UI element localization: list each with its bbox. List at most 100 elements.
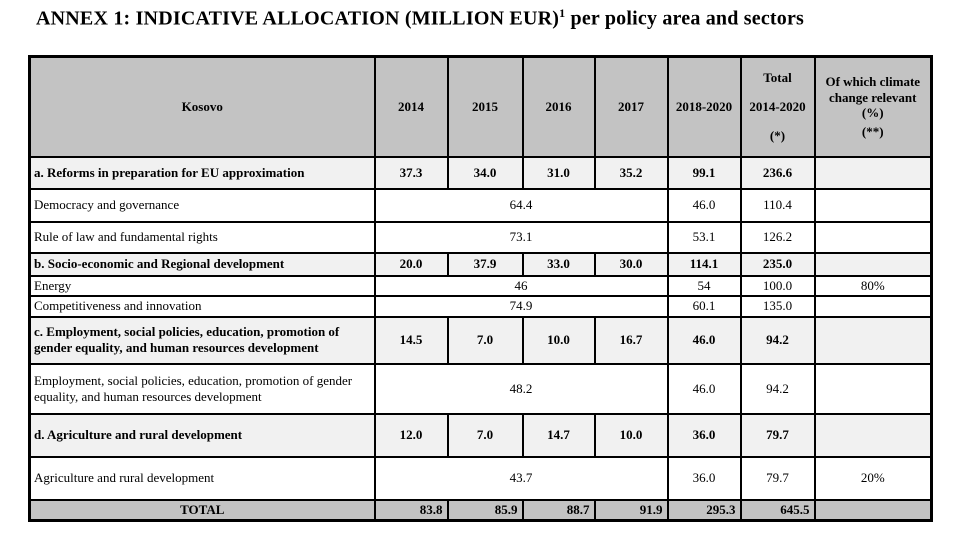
table-row-rule-of-law: Rule of law and fundamental rights 73.1 …	[28, 220, 933, 254]
cell-2014: 14.5	[373, 315, 449, 365]
cell-2015: 85.9	[446, 498, 524, 521]
cell-2014: 37.3	[373, 155, 449, 190]
header-climate-label: Of which climate change relevant (%)	[825, 74, 921, 121]
cell-climate	[813, 187, 933, 223]
cell-climate: 20%	[813, 455, 933, 501]
row-label: c. Employment, social policies, educatio…	[28, 315, 376, 365]
footnote-marker: 1	[559, 6, 566, 20]
cell-2015: 7.0	[446, 412, 524, 458]
table-row-section-d: d. Agriculture and rural development 12.…	[28, 412, 933, 458]
table-row-employment: Employment, social policies, education, …	[28, 362, 933, 415]
cell-total: 645.5	[739, 498, 816, 521]
cell-2017: 91.9	[593, 498, 669, 521]
cell-2016: 10.0	[521, 315, 596, 365]
cell-climate	[813, 220, 933, 254]
cell-climate	[813, 294, 933, 318]
cell-2018-2020: 46.0	[666, 315, 742, 365]
header-year-2015: 2015	[446, 55, 524, 158]
header-climate: Of which climate change relevant (%) (**…	[813, 55, 933, 158]
row-label: a. Reforms in preparation for EU approxi…	[28, 155, 376, 190]
cell-2014-2017-merged: 43.7	[373, 455, 669, 501]
header-year-2018-2020: 2018-2020	[666, 55, 742, 158]
cell-2015: 7.0	[446, 315, 524, 365]
row-label: Rule of law and fundamental rights	[28, 220, 376, 254]
page-title-main: ANNEX 1: INDICATIVE ALLOCATION (MILLION …	[36, 7, 560, 30]
cell-climate	[813, 412, 933, 458]
cell-climate: 80%	[813, 274, 933, 297]
cell-climate	[813, 155, 933, 190]
cell-2018-2020: 114.1	[666, 251, 742, 277]
header-total-period: 2014-2020	[749, 98, 806, 114]
header-total-label: Total	[763, 70, 792, 86]
row-label: Competitiveness and innovation	[28, 294, 376, 318]
table-row-section-b: b. Socio-economic and Regional developme…	[28, 251, 933, 277]
page-title-suffix: per policy area and sectors	[565, 7, 805, 30]
cell-2016: 14.7	[521, 412, 596, 458]
table-row-agriculture: Agriculture and rural development 43.7 3…	[28, 455, 933, 501]
cell-total: 94.2	[739, 315, 816, 365]
cell-2015: 37.9	[446, 251, 524, 277]
header-year-2016: 2016	[521, 55, 596, 158]
header-year-2017: 2017	[593, 55, 669, 158]
row-label: Agriculture and rural development	[28, 455, 376, 501]
cell-2017: 35.2	[593, 155, 669, 190]
cell-2017: 16.7	[593, 315, 669, 365]
row-label: b. Socio-economic and Regional developme…	[28, 251, 376, 277]
cell-2014-2017-merged: 46	[373, 274, 669, 297]
cell-total: 79.7	[739, 455, 816, 501]
cell-total: 100.0	[739, 274, 816, 297]
cell-total: 135.0	[739, 294, 816, 318]
cell-2018-2020: 36.0	[666, 455, 742, 501]
cell-2016: 88.7	[521, 498, 596, 521]
table-header-row: Kosovo 2014 2015 2016 2017 2018-2020 Tot…	[28, 55, 933, 158]
cell-2014-2017-merged: 48.2	[373, 362, 669, 415]
cell-2014: 20.0	[373, 251, 449, 277]
table-row-grand-total: TOTAL 83.8 85.9 88.7 91.9 295.3 645.5	[28, 498, 933, 521]
cell-2014-2017-merged: 73.1	[373, 220, 669, 254]
table-row-energy: Energy 46 54 100.0 80%	[28, 274, 933, 297]
allocation-table: Kosovo 2014 2015 2016 2017 2018-2020 Tot…	[28, 55, 933, 522]
cell-2014: 83.8	[373, 498, 449, 521]
table-row-competitiveness: Competitiveness and innovation 74.9 60.1…	[28, 294, 933, 318]
header-total-note: (*)	[769, 127, 786, 143]
cell-2018-2020: 60.1	[666, 294, 742, 318]
cell-climate	[813, 362, 933, 415]
cell-2014-2017-merged: 74.9	[373, 294, 669, 318]
cell-2018-2020: 295.3	[666, 498, 742, 521]
cell-climate	[813, 315, 933, 365]
cell-total: 126.2	[739, 220, 816, 254]
row-label: Employment, social policies, education, …	[28, 362, 376, 415]
cell-2017: 10.0	[593, 412, 669, 458]
row-label: Energy	[28, 274, 376, 297]
table-row-section-a: a. Reforms in preparation for EU approxi…	[28, 155, 933, 190]
cell-2018-2020: 36.0	[666, 412, 742, 458]
cell-total: 236.6	[739, 155, 816, 190]
header-climate-note: (**)	[861, 123, 884, 139]
page-title: ANNEX 1: INDICATIVE ALLOCATION (MILLION …	[36, 6, 804, 31]
cell-total: 94.2	[739, 362, 816, 415]
header-year-2014: 2014	[373, 55, 449, 158]
cell-2014-2017-merged: 64.4	[373, 187, 669, 223]
row-label: d. Agriculture and rural development	[28, 412, 376, 458]
cell-2018-2020: 46.0	[666, 187, 742, 223]
cell-2018-2020: 53.1	[666, 220, 742, 254]
cell-2014: 12.0	[373, 412, 449, 458]
cell-2016: 31.0	[521, 155, 596, 190]
cell-climate	[813, 498, 933, 521]
cell-2015: 34.0	[446, 155, 524, 190]
cell-climate	[813, 251, 933, 277]
header-total: Total 2014-2020 (*)	[739, 55, 816, 158]
cell-2016: 33.0	[521, 251, 596, 277]
cell-2018-2020: 46.0	[666, 362, 742, 415]
row-label: Democracy and governance	[28, 187, 376, 223]
table-row-democracy: Democracy and governance 64.4 46.0 110.4	[28, 187, 933, 223]
cell-total: 235.0	[739, 251, 816, 277]
row-label: TOTAL	[28, 498, 376, 521]
table-row-section-c: c. Employment, social policies, educatio…	[28, 315, 933, 365]
header-region: Kosovo	[28, 55, 376, 158]
cell-total: 110.4	[739, 187, 816, 223]
cell-total: 79.7	[739, 412, 816, 458]
cell-2017: 30.0	[593, 251, 669, 277]
cell-2018-2020: 99.1	[666, 155, 742, 190]
